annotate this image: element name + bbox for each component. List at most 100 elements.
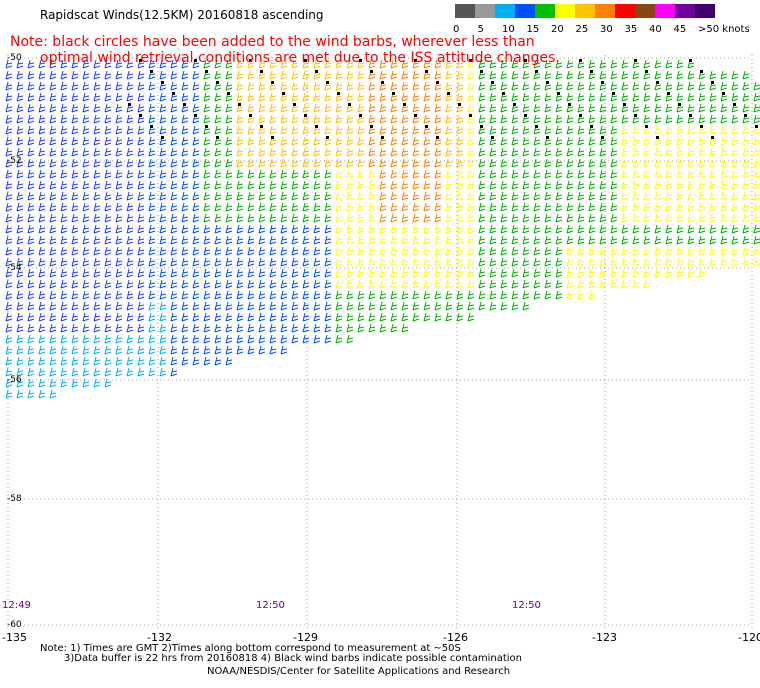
wind-barb	[27, 114, 35, 124]
wind-barb	[258, 59, 266, 69]
wind-barb	[291, 191, 299, 201]
wind-barb	[467, 125, 475, 135]
wind-barb	[621, 246, 629, 256]
wind-barb	[236, 301, 244, 311]
wind-barb	[577, 268, 585, 278]
wind-barb	[335, 246, 343, 256]
wind-barb	[280, 257, 288, 267]
legend-swatch	[635, 4, 655, 18]
contamination-marker	[601, 81, 604, 84]
wind-barb	[588, 81, 596, 91]
wind-barb	[665, 191, 673, 201]
wind-barb	[82, 367, 90, 377]
wind-barb	[203, 147, 211, 157]
wind-barb	[357, 290, 365, 300]
wind-barb	[247, 191, 255, 201]
wind-barb	[621, 125, 629, 135]
wind-barb	[456, 235, 464, 245]
wind-barb	[269, 213, 277, 223]
wind-barb	[676, 246, 684, 256]
wind-barb	[214, 224, 222, 234]
wind-barb	[16, 158, 24, 168]
wind-barb	[676, 224, 684, 234]
wind-barb	[280, 125, 288, 135]
wind-barb	[335, 257, 343, 267]
wind-barb	[379, 213, 387, 223]
wind-barb	[643, 257, 651, 267]
wind-barb	[632, 279, 640, 289]
contamination-marker	[315, 125, 318, 128]
wind-barb	[236, 202, 244, 212]
wind-barb	[643, 268, 651, 278]
wind-barb	[533, 268, 541, 278]
wind-barb	[93, 103, 101, 113]
wind-barb	[346, 147, 354, 157]
wind-barb	[159, 70, 167, 80]
wind-barb	[324, 312, 332, 322]
contamination-marker	[579, 59, 582, 62]
wind-barb	[93, 213, 101, 223]
wind-barb	[104, 246, 112, 256]
wind-barb	[203, 235, 211, 245]
wind-barb	[335, 323, 343, 333]
wind-barb	[126, 367, 134, 377]
wind-barb	[709, 147, 717, 157]
wind-barb	[82, 334, 90, 344]
contamination-marker	[326, 81, 329, 84]
wind-barb	[148, 290, 156, 300]
wind-barb	[82, 81, 90, 91]
wind-barb	[291, 81, 299, 91]
wind-barb	[313, 213, 321, 223]
wind-barb	[148, 59, 156, 69]
wind-barb	[324, 191, 332, 201]
wind-barb	[412, 235, 420, 245]
wind-barb	[27, 136, 35, 146]
wind-barb	[335, 169, 343, 179]
wind-barb	[335, 81, 343, 91]
wind-barb	[82, 268, 90, 278]
wind-barb	[280, 312, 288, 322]
wind-barb	[170, 323, 178, 333]
wind-barb	[621, 81, 629, 91]
wind-barb	[159, 125, 167, 135]
wind-barb	[577, 81, 585, 91]
wind-barb	[324, 180, 332, 190]
wind-barb	[654, 103, 662, 113]
wind-barb	[60, 356, 68, 366]
wind-barb	[16, 334, 24, 344]
wind-barb	[38, 70, 46, 80]
wind-barb	[698, 81, 706, 91]
wind-barb	[126, 279, 134, 289]
wind-barb	[148, 323, 156, 333]
wind-barb	[181, 202, 189, 212]
wind-barb	[93, 312, 101, 322]
wind-barb	[148, 213, 156, 223]
wind-barb	[566, 70, 574, 80]
wind-barb	[170, 191, 178, 201]
wind-barb	[643, 235, 651, 245]
wind-barb	[313, 59, 321, 69]
note-line-1: Note: black circles have been added to t…	[10, 34, 535, 50]
wind-barb	[500, 70, 508, 80]
wind-barb	[665, 169, 673, 179]
wind-barb	[5, 235, 13, 245]
wind-barb	[192, 70, 200, 80]
wind-barb	[137, 158, 145, 168]
wind-barb	[555, 235, 563, 245]
wind-barb	[104, 323, 112, 333]
wind-barb	[643, 202, 651, 212]
wind-barb	[236, 180, 244, 190]
wind-barb	[38, 268, 46, 278]
wind-barb	[368, 246, 376, 256]
wind-barb	[412, 70, 420, 80]
contamination-marker	[480, 125, 483, 128]
wind-barb	[137, 257, 145, 267]
wind-barb	[445, 70, 453, 80]
wind-barb	[225, 114, 233, 124]
wind-barb	[27, 268, 35, 278]
wind-barb	[588, 279, 596, 289]
wind-barb	[665, 114, 673, 124]
wind-barb	[49, 367, 57, 377]
wind-barb	[731, 70, 739, 80]
wind-barb	[357, 70, 365, 80]
